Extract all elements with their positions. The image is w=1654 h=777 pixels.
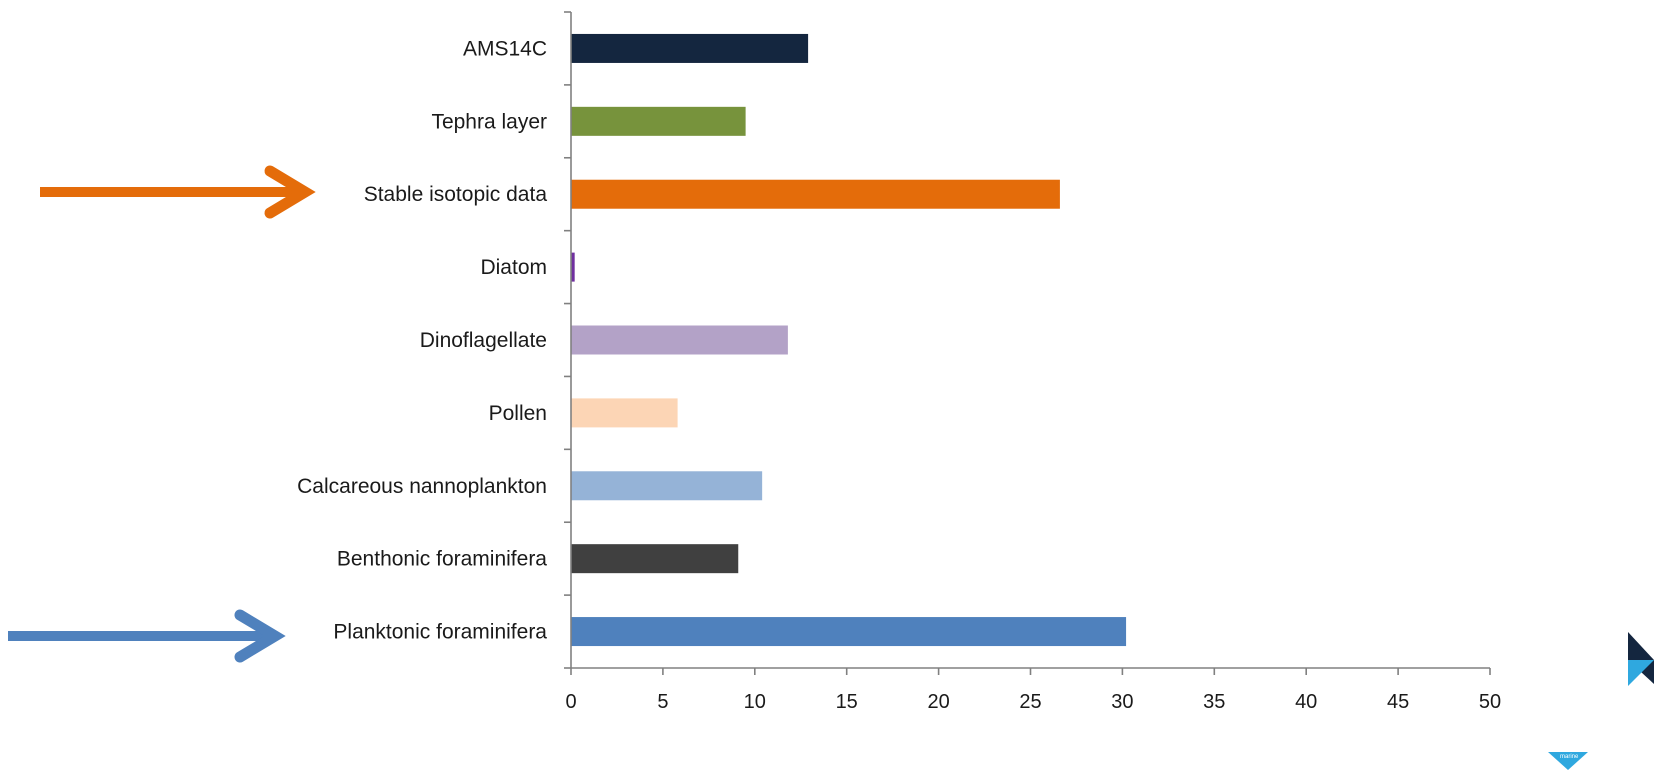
bar-planktonic-foraminifera xyxy=(571,617,1127,647)
category-label: Dinoflagellate xyxy=(420,329,547,352)
bar-benthonic-foraminifera xyxy=(571,544,739,574)
bar-stable-isotopic-data xyxy=(571,179,1060,209)
x-tick-label: 35 xyxy=(1203,691,1225,713)
bar-ams14c xyxy=(571,33,809,63)
category-label: Planktonic foraminifera xyxy=(333,621,547,644)
x-tick-label: 30 xyxy=(1111,691,1133,713)
bar-calcareous-nannoplankton xyxy=(571,471,763,501)
category-label: Tephra layer xyxy=(431,110,547,133)
category-label: Pollen xyxy=(489,402,547,425)
category-label: Benthonic foraminifera xyxy=(337,548,547,571)
x-tick-label: 25 xyxy=(1019,691,1041,713)
bar-tephra-layer xyxy=(571,106,746,136)
axes xyxy=(564,11,1491,675)
bar-diatom xyxy=(571,252,575,282)
x-tick-label: 5 xyxy=(657,691,668,713)
x-tick-label: 45 xyxy=(1387,691,1409,713)
x-tick-label: 10 xyxy=(744,691,766,713)
x-tick-labels: 0 5 10 15 20 25 30 35 40 45 50 xyxy=(565,691,1501,713)
x-tick-label: 20 xyxy=(927,691,949,713)
category-label: AMS14C xyxy=(463,37,547,60)
category-label: Calcareous nannoplankton xyxy=(297,475,547,498)
category-label: Stable isotopic data xyxy=(364,183,548,206)
x-tick-label: 40 xyxy=(1295,691,1317,713)
blue-arrow-icon xyxy=(8,609,286,663)
bars xyxy=(571,33,1127,647)
category-labels: AMS14C Tephra layer Stable isotopic data Di… xyxy=(297,37,547,643)
x-tick-label: 15 xyxy=(836,691,858,713)
category-label: Diatom xyxy=(480,256,547,279)
orange-arrow-icon xyxy=(40,165,316,219)
bar-pollen xyxy=(571,398,678,428)
bar-dinoflagellate xyxy=(571,325,788,355)
x-tick-label: 50 xyxy=(1479,691,1501,713)
x-tick-label: 0 xyxy=(565,691,576,713)
logo-text: marine xyxy=(1560,754,1579,760)
logo-icon: marine xyxy=(1548,632,1654,770)
